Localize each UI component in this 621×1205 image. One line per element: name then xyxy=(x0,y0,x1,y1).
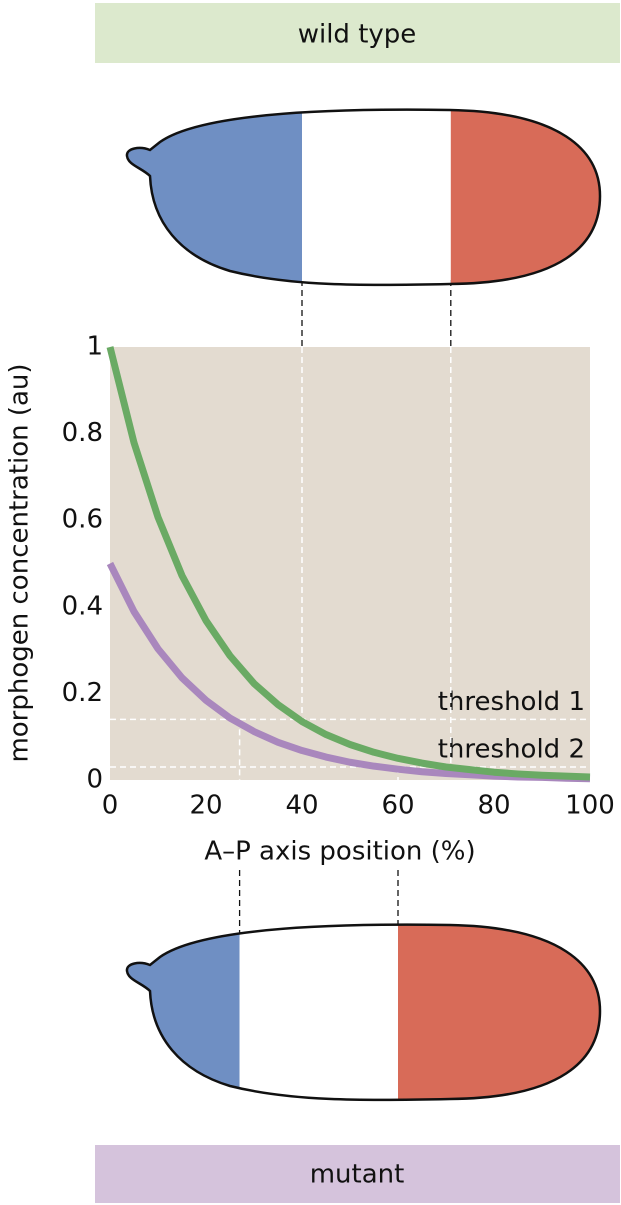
anterior-region xyxy=(126,109,302,285)
y-tick-label: 0.2 xyxy=(62,678,103,708)
x-tick-label: 80 xyxy=(477,791,510,821)
x-axis-label: A–P axis position (%) xyxy=(204,837,475,867)
posterior-region xyxy=(398,924,600,1100)
embryo-outline xyxy=(125,923,602,1102)
threshold-label: threshold 1 xyxy=(438,687,585,717)
y-tick-label: 0.4 xyxy=(62,591,103,621)
posterior-region xyxy=(450,109,600,285)
x-tick-label: 100 xyxy=(565,791,615,821)
y-tick-label: 0 xyxy=(86,765,103,795)
chart: threshold 1 threshold 2 0 0.2 0.4 0.6 0.8 1 0 20 4… xyxy=(62,280,615,935)
middle-region xyxy=(302,109,451,285)
plot-area xyxy=(110,347,590,780)
embryo xyxy=(126,109,600,285)
x-tick-label: 60 xyxy=(381,791,414,821)
embryo-outline xyxy=(125,108,602,287)
x-tick-label: 40 xyxy=(285,791,318,821)
threshold-label: threshold 2 xyxy=(438,735,585,765)
anterior-region xyxy=(126,924,240,1100)
mutant-label: mutant xyxy=(310,1160,405,1190)
y-axis-label: morphogen concentration (au) xyxy=(5,363,35,762)
mutant-banner xyxy=(95,1145,620,1203)
x-tick-label: 20 xyxy=(189,791,222,821)
x-tick-label: 0 xyxy=(102,791,119,821)
middle-region xyxy=(239,924,398,1100)
y-tick-label: 0.8 xyxy=(62,418,103,448)
y-tick-label: 0.6 xyxy=(62,505,103,535)
wild-type-label: wild type xyxy=(298,20,417,50)
wild-type-banner xyxy=(95,3,620,63)
y-tick-label: 1 xyxy=(86,332,103,362)
curve xyxy=(106,346,591,781)
